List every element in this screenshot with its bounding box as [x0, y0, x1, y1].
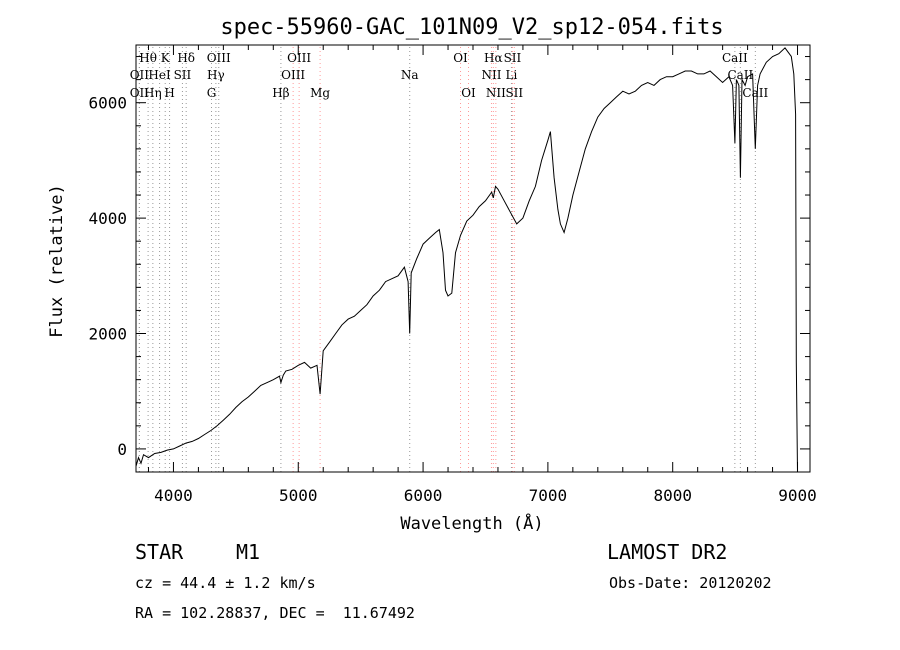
line-label: HeI [148, 68, 171, 82]
line-label: NII [486, 86, 506, 100]
x-tick-label: 4000 [154, 486, 193, 505]
line-label: CaII [727, 68, 753, 82]
y-axis-ticks: 0 2000 4000 6000 [88, 56, 810, 473]
x-tick-label: 9000 [778, 486, 817, 505]
line-label: OII [130, 68, 150, 82]
line-label: G [207, 86, 217, 100]
flux-series-line [135, 47, 798, 473]
x-tick-label: 8000 [653, 486, 692, 505]
line-label: CaII [722, 51, 748, 65]
y-tick-label: 0 [117, 440, 127, 459]
object-subclass: M1 [236, 540, 261, 564]
coordinates: RA = 102.28837, DEC = 11.67492 [135, 604, 415, 622]
line-label: Hγ [207, 68, 225, 82]
line-label: Hθ [139, 51, 157, 65]
line-label: OIII [281, 68, 305, 82]
line-label: K [161, 51, 171, 65]
emission-line-markers [138, 47, 756, 472]
line-label: SII [174, 68, 192, 82]
redshift-cz: cz = 44.4 ± 1.2 km/s [135, 574, 316, 592]
line-label: SII [504, 51, 522, 65]
line-label: OIII [207, 51, 231, 65]
line-label: OII [130, 86, 150, 100]
x-tick-label: 5000 [279, 486, 318, 505]
line-label: Hα [484, 51, 503, 65]
line-label: Hβ [272, 86, 289, 100]
plot-frame [135, 44, 811, 473]
line-label: Hδ [177, 51, 195, 65]
line-label: OI [461, 86, 476, 100]
emission-line-labels: HθOIIOIIHηHeIKHSIIHδGHγOIIIHβOIIIOIIIMgN… [130, 51, 769, 100]
line-label: H [164, 86, 174, 100]
line-label: Na [401, 68, 419, 82]
line-label: CaII [742, 86, 768, 100]
y-tick-label: 6000 [88, 94, 127, 113]
chart-title: spec-55960-GAC_101N09_V2_sp12-054.fits [220, 15, 723, 40]
observation-date: Obs-Date: 20120202 [609, 574, 772, 592]
x-tick-label: 6000 [404, 486, 443, 505]
line-label: OIII [287, 51, 311, 65]
line-label: SII [505, 86, 523, 100]
y-tick-label: 4000 [88, 209, 127, 228]
line-label: Mg [310, 86, 330, 100]
y-tick-label: 2000 [88, 325, 127, 344]
line-label: Li [506, 68, 518, 82]
object-class: STAR [135, 540, 184, 564]
survey-name: LAMOST DR2 [607, 540, 728, 564]
x-axis-ticks: 4000 5000 6000 7000 8000 9000 [147, 45, 817, 505]
y-axis-label: Flux (relative) [47, 184, 67, 338]
line-label: Hη [144, 86, 162, 100]
x-axis-label: Wavelength (Å) [400, 512, 543, 534]
line-label: OI [453, 51, 468, 65]
line-label: NII [481, 68, 501, 82]
x-tick-label: 7000 [529, 486, 568, 505]
